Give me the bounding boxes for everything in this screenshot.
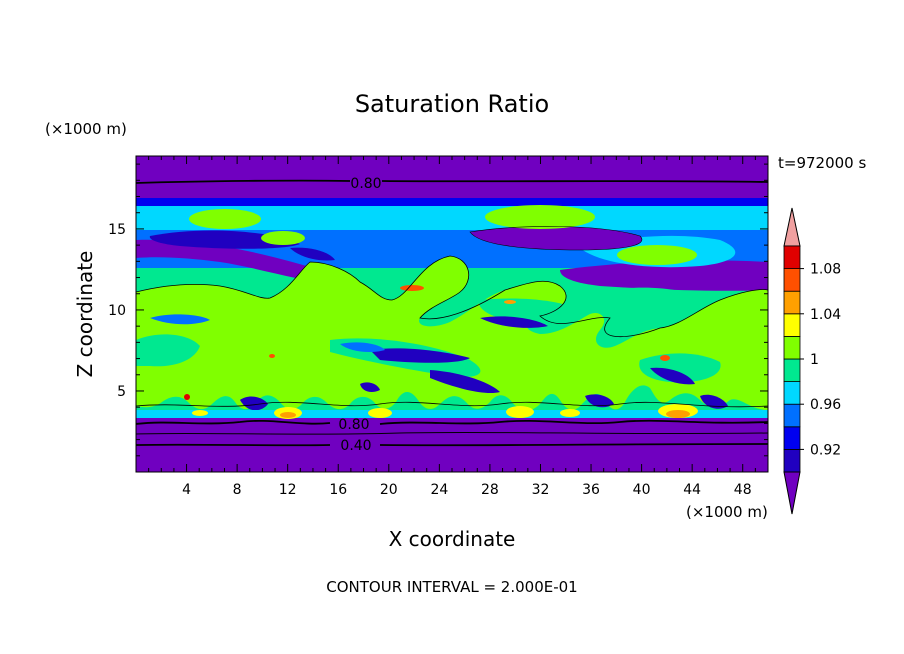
green-cloud-mass [136,256,768,411]
low-blue-pocket-1 [240,396,268,411]
x-axis-label: X coordinate [389,527,516,551]
mid-blue-streak-5 [650,367,695,385]
low-blue-pocket-2 [585,394,614,408]
x-tick-label: 28 [481,482,499,498]
time-label: t=972000 s [778,154,866,172]
hot-spot-1 [400,285,424,291]
y-tick-label: 15 [108,222,126,238]
contour-mid-lower [136,431,768,435]
hot-spot-3 [660,355,670,361]
contour-label-upper: 0.80 [350,176,381,192]
colorbar-tick-label: 1.08 [810,262,841,278]
colorbar-tick-label: 1 [810,352,819,368]
x-tick-label: 36 [582,482,600,498]
x-tick-label: 48 [734,482,752,498]
colorbar-tick-label: 0.92 [810,442,841,458]
y-tick-label: 10 [108,303,126,319]
x-tick-label: 24 [430,482,448,498]
hot-spot-5 [269,354,275,358]
warm-spot-6 [192,410,208,416]
upper-blue-lens-left [149,230,300,249]
green-gap-left [136,334,200,367]
x-tick-label: 4 [182,482,191,498]
mid-blue-streak-1 [370,348,470,363]
contour-interval-note: CONTOUR INTERVAL = 2.000E-01 [326,578,577,596]
y-unit-label: (×1000 m) [45,120,127,138]
upper-dry-tongue-right [560,260,768,291]
colorbar-top-arrow [783,207,801,247]
hot-spot-4 [184,394,190,400]
warm-spot-1-core [280,412,296,418]
colorbar-tick-label: 1.04 [810,307,841,323]
x-axis-ticks: 4 8 12 16 20 24 28 32 36 40 44 48 [148,156,756,498]
y-axis-ticks: 5 10 15 [108,163,768,457]
colorbar-segment [783,268,801,292]
colorbar-segment [783,381,801,405]
colorbar-segment [783,448,801,473]
upper-green-patch-3 [617,245,697,265]
x-unit-label: (×1000 m) [686,503,768,521]
upper-green-patch-1 [189,209,261,229]
low-blue-pocket-3 [700,394,728,409]
x-tick-label: 12 [279,482,297,498]
colorbar-segment [783,245,801,270]
band-upper-dry [136,156,768,198]
mid-blue-streak-7 [290,247,335,261]
colorbar-bottom-arrow [783,471,801,515]
warm-spot-5 [560,409,580,417]
x-tick-label: 32 [532,482,550,498]
colorbar-tick-label: 0.96 [810,397,841,413]
warm-spot-2 [368,408,392,418]
mid-blue-streak-3 [480,316,548,328]
contour-cloud-base [136,401,768,408]
x-tick-label: 40 [633,482,651,498]
contour-040 [136,443,768,447]
y-tick-label: 5 [117,384,126,400]
colorbar-segment [783,313,801,337]
y-axis-label: Z coordinate [73,251,97,378]
low-blue-pocket-4 [360,382,380,392]
contour-field [136,156,768,472]
upper-dry-lens-center [470,226,642,250]
contour-upper-lens [469,226,643,251]
mid-blue-streak-6 [340,342,385,352]
colorbar-segment [783,426,801,450]
chart-title: Saturation Ratio [355,90,549,118]
warm-spot-4-core [666,410,690,418]
colorbar-segment [783,358,801,383]
contour-label-lower: 0.80 [338,417,369,433]
contour-cloud-top [136,255,768,338]
colorbar: 0.92 0.96 1 1.04 1.08 [783,207,841,515]
x-tick-label: 16 [329,482,347,498]
upper-green-patch-4 [261,231,305,245]
upper-dry-tongue-left [136,239,351,284]
green-gap-center2 [479,298,580,320]
upper-green-patch-2 [485,205,595,229]
x-tick-label: 8 [233,482,242,498]
x-tick-label: 20 [380,482,398,498]
mid-blue-streak-4 [150,314,210,325]
colorbar-segment [783,290,801,315]
mid-blue-streak-2 [430,370,500,394]
colorbar-segment [783,403,801,428]
warm-spot-3 [506,406,534,418]
cloud-base-cyan [136,410,768,418]
hot-spot-2 [504,300,516,304]
band-tropopause-blue [136,196,768,206]
contour-label-040: 0.40 [340,438,371,454]
green-gap-right [608,287,705,317]
contour-080-upper [136,179,768,184]
x-tick-label: 44 [683,482,701,498]
colorbar-segment [783,335,801,360]
contour-080-lower [136,419,768,425]
